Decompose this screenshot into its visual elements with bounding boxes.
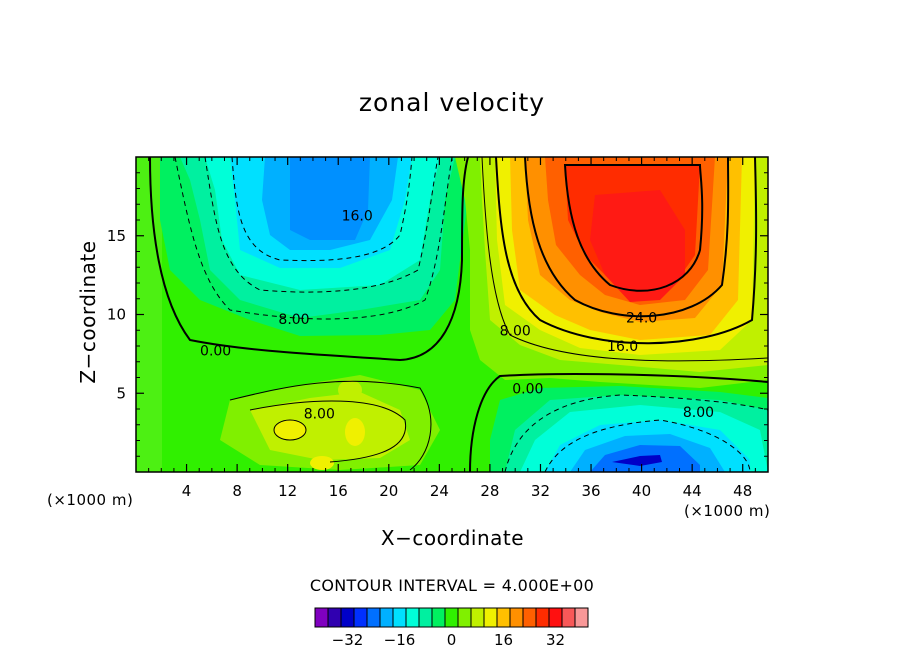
colorbar-swatch (392, 607, 407, 628)
pos-band-8 (590, 190, 685, 302)
x-unit-right: (×1000 m) (684, 502, 771, 520)
neg-contour-8 (204, 157, 439, 293)
colorbar-tick-label: −32 (332, 631, 364, 649)
colorbar-swatch (548, 607, 563, 628)
x-tick-label: 8 (232, 482, 242, 500)
colorbar-swatch (535, 607, 550, 628)
low-pos-5 (310, 456, 334, 470)
contour-field (136, 157, 768, 472)
contour-interval-text: CONTOUR INTERVAL = 4.000E+00 (309, 576, 595, 595)
chart-title: zonal velocity (358, 88, 546, 117)
x-tick-label: 36 (581, 482, 600, 500)
low-pos-3 (274, 420, 306, 440)
x-tick-label: 12 (278, 482, 297, 500)
pos-contour-4 (481, 157, 768, 362)
colorbar-swatch (457, 607, 472, 628)
neg-contour-4 (174, 157, 453, 320)
contour-label: 16.0 (342, 208, 373, 224)
pos-contour-24 (563, 164, 704, 292)
colorbar-swatch (561, 607, 576, 628)
contour-label: 8.00 (304, 407, 335, 423)
colorbar-tick-label: 32 (546, 631, 565, 649)
low-pos-4 (345, 418, 365, 446)
colorbar-swatch (509, 607, 524, 628)
x-tick-label: 24 (430, 482, 449, 500)
y-tick-label: 5 (116, 384, 126, 402)
colorbar-swatch (405, 607, 420, 628)
colorbar-swatch (418, 607, 433, 628)
contour-lines (149, 157, 768, 472)
contour-labels: 16.0 8.00 0.00 8.00 24.0 16.0 0.00 8.00 8.00 (200, 208, 714, 422)
contour-label: 8.00 (500, 323, 531, 339)
zero-contour-upper (149, 157, 469, 362)
low-pos-contour-2 (249, 400, 407, 463)
colorbar-swatch (574, 607, 589, 628)
contour-label: 0.00 (512, 382, 543, 398)
x-tick-label: 20 (379, 482, 398, 500)
low-pos-contour (229, 380, 432, 471)
colorbar-tick-label: 0 (447, 631, 457, 649)
low-neg-contour-8 (544, 419, 751, 472)
neg-contour-12 (231, 157, 413, 262)
contour-label: 16.0 (607, 339, 638, 355)
contour-label: 0.00 (200, 344, 231, 360)
colorbar-swatch (470, 607, 485, 628)
colorbar-swatch (314, 607, 329, 628)
colorbar-swatch (522, 607, 537, 628)
x-tick-label: 48 (733, 482, 752, 500)
x-unit-left: (×1000 m) (47, 491, 134, 509)
x-tick-label: 16 (329, 482, 348, 500)
colorbar-swatch (353, 607, 368, 628)
zero-contour-lower (469, 373, 768, 472)
contour-label: 8.00 (683, 405, 714, 421)
x-axis-label: X−coordinate (380, 526, 525, 550)
x-tick-label: 32 (531, 482, 550, 500)
x-tick-label: 28 (480, 482, 499, 500)
colorbar: −32 −16 0 16 32 (314, 607, 589, 649)
x-tick-label: 40 (632, 482, 651, 500)
colorbar-tick-label: 16 (494, 631, 513, 649)
colorbar-tick-label: −16 (384, 631, 416, 649)
colorbar-swatch (444, 607, 459, 628)
low-pos-contour-3 (273, 419, 307, 441)
low-neg-contour-4 (504, 394, 768, 472)
colorbar-swatch (340, 607, 355, 628)
neg-band-6 (290, 157, 370, 240)
colorbar-swatch (431, 607, 446, 628)
colorbar-swatch (496, 607, 511, 628)
y-tick-label: 15 (107, 227, 126, 245)
contour-label: 8.00 (278, 312, 309, 328)
low-neg-7 (612, 455, 662, 466)
colorbar-swatch (379, 607, 394, 628)
low-pos-6 (338, 380, 362, 400)
x-tick-label: 44 (683, 482, 702, 500)
pos-contour-16 (524, 157, 730, 318)
contour-label: 24.0 (626, 311, 657, 327)
x-tick-label: 4 (182, 482, 192, 500)
y-tick-label: 10 (107, 306, 126, 324)
colorbar-swatch (483, 607, 498, 628)
colorbar-swatch (327, 607, 342, 628)
colorbar-swatch (366, 607, 381, 628)
pos-contour-8 (495, 157, 758, 345)
low-pos-2 (250, 392, 410, 460)
